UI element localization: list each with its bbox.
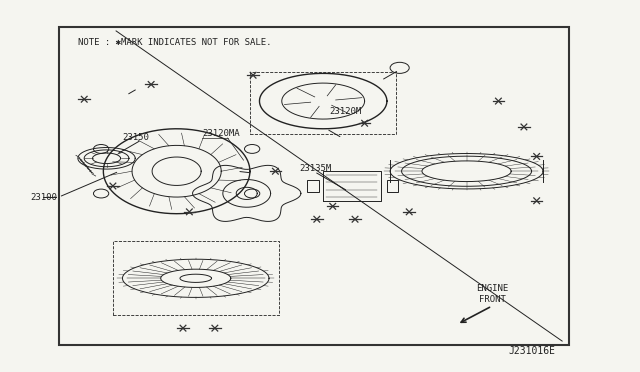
Text: J231016E: J231016E xyxy=(509,346,556,356)
Text: 23120MA: 23120MA xyxy=(202,129,240,138)
Text: 23135M: 23135M xyxy=(300,164,332,173)
Text: 23150: 23150 xyxy=(122,133,149,142)
Text: ENGINE: ENGINE xyxy=(476,284,508,293)
Bar xyxy=(113,241,278,315)
Text: 23100: 23100 xyxy=(30,193,57,202)
Text: 23120M: 23120M xyxy=(330,107,362,116)
Bar xyxy=(250,71,396,134)
Text: FRONT: FRONT xyxy=(479,295,506,304)
Bar xyxy=(59,27,568,345)
Bar xyxy=(307,180,319,192)
Bar xyxy=(387,180,398,192)
Text: NOTE : ✱MARK INDICATES NOT FOR SALE.: NOTE : ✱MARK INDICATES NOT FOR SALE. xyxy=(78,38,271,47)
